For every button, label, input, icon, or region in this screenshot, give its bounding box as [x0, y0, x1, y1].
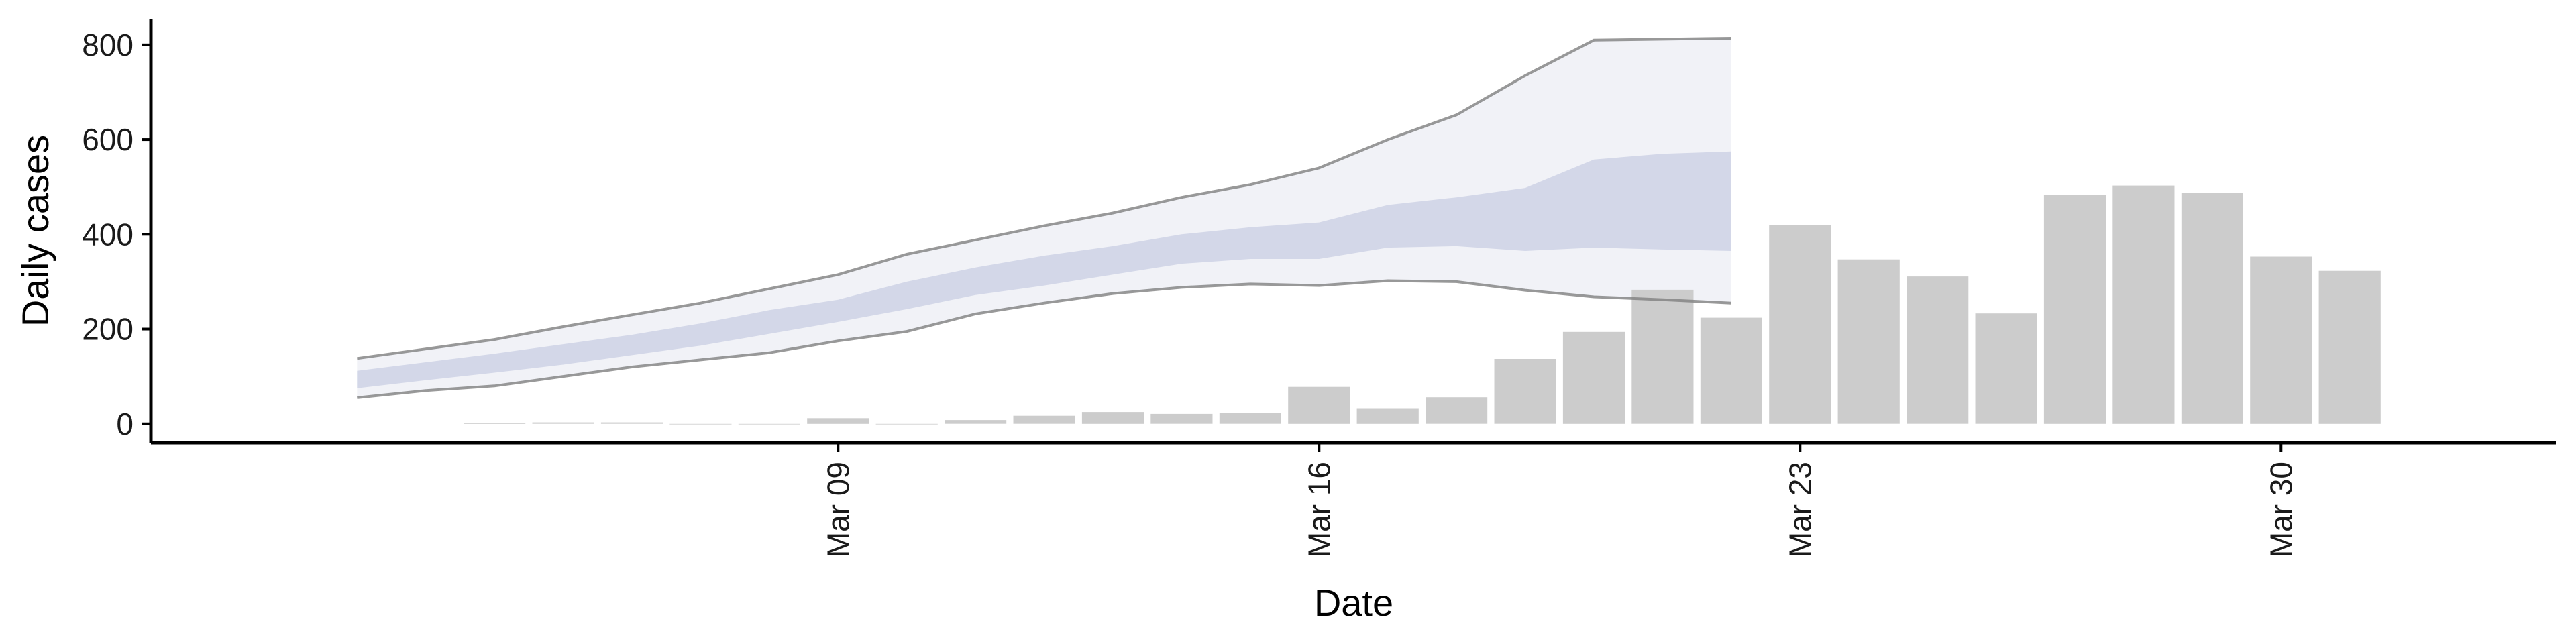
- y-tick-label: 600: [82, 122, 133, 157]
- x-tick-label: Mar 30: [2263, 462, 2298, 557]
- y-axis-ticks: 0 200 400 600 800: [82, 28, 151, 441]
- outer-forecast-band: [357, 38, 1731, 398]
- bar: [2181, 193, 2243, 424]
- bar: [1288, 386, 1350, 424]
- bar: [807, 418, 869, 424]
- x-tick-label: Mar 09: [820, 462, 855, 557]
- bar: [532, 422, 594, 424]
- bar: [1150, 413, 1213, 424]
- bar-series: [464, 185, 2381, 425]
- bar: [1219, 413, 1281, 424]
- lower-bound-line: [357, 279, 1731, 399]
- bar: [738, 423, 800, 425]
- bar: [669, 423, 732, 425]
- forecast-bound-lines: [357, 37, 1731, 399]
- y-tick-label: 400: [82, 217, 133, 252]
- y-tick-label: 800: [82, 28, 133, 62]
- bar: [464, 423, 526, 424]
- bar: [2112, 185, 2175, 424]
- x-axis-ticks: Mar 09 Mar 16 Mar 23 Mar 30: [820, 443, 2298, 557]
- bar: [1356, 408, 1419, 424]
- bar: [1837, 259, 1900, 424]
- bar: [945, 420, 1007, 424]
- bar: [1907, 276, 1969, 424]
- x-tick-label: Mar 16: [1301, 462, 1336, 557]
- upper-bound-line: [357, 37, 1731, 360]
- x-tick-label: Mar 23: [1782, 462, 1817, 557]
- bar: [1562, 331, 1625, 424]
- bar: [2250, 256, 2312, 424]
- forecast-bands: [357, 38, 1731, 398]
- y-tick-label: 0: [116, 407, 133, 441]
- bar: [1975, 313, 2037, 424]
- bar: [2318, 270, 2381, 424]
- bar: [1631, 289, 1694, 424]
- bar: [875, 423, 938, 425]
- inner-forecast-band: [357, 151, 1731, 388]
- y-tick-label: 200: [82, 312, 133, 347]
- bar: [2043, 195, 2106, 424]
- bar: [1494, 359, 1556, 424]
- bar: [1700, 317, 1762, 424]
- y-axis-title: Daily cases: [14, 135, 56, 327]
- bar: [1769, 225, 1831, 424]
- bar: [1426, 397, 1488, 424]
- bar: [1013, 415, 1075, 424]
- bar: [1081, 412, 1144, 424]
- x-axis-title: Date: [1314, 582, 1393, 624]
- bar: [600, 422, 663, 424]
